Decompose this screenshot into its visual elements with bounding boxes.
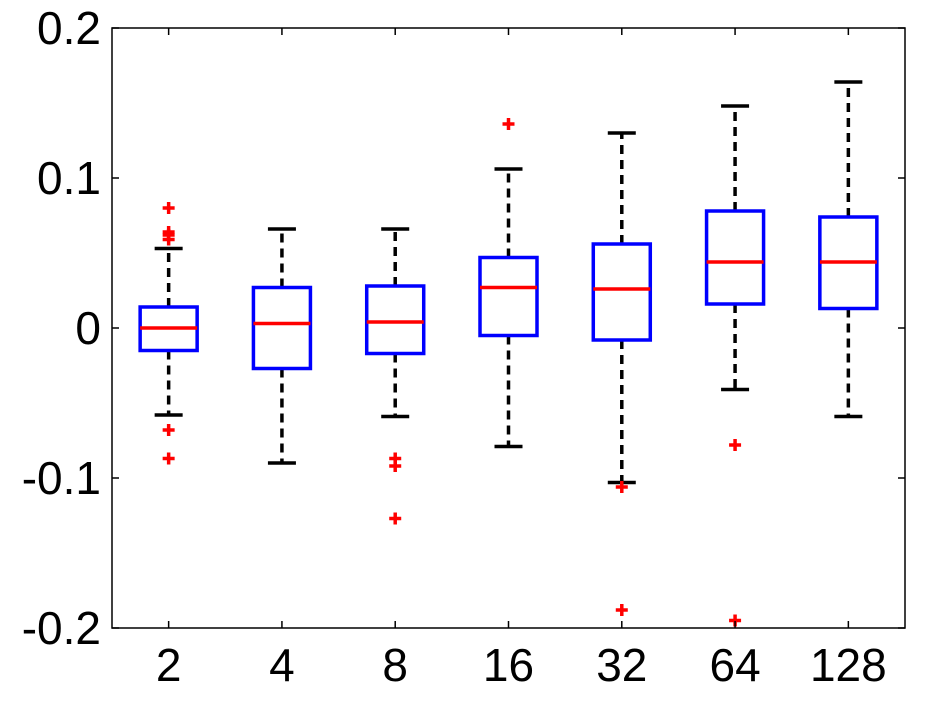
- box-4: [251, 227, 313, 465]
- box-16: [478, 118, 539, 449]
- interquartile-box: [251, 285, 313, 371]
- outlier-marker: [729, 439, 742, 451]
- interquartile-box: [364, 284, 426, 356]
- outlier-marker: [162, 233, 175, 246]
- x-tick-label: 4: [269, 639, 295, 691]
- y-tick-label: 0.2: [37, 2, 101, 54]
- box-64: [704, 104, 766, 627]
- box-32: [591, 131, 653, 616]
- y-tick-label: -0.2: [22, 602, 101, 654]
- interquartile-box: [591, 242, 653, 342]
- y-tick-label: 0.1: [37, 152, 101, 204]
- x-tick-label: 64: [709, 639, 760, 691]
- box-8: [364, 227, 426, 525]
- axes: 2 4 8 16 32 64 128 -0.2 -0.1 0 0.1 0.2: [22, 2, 905, 691]
- y-tick-label: 0: [75, 302, 101, 354]
- box-2: [138, 202, 199, 465]
- outlier-marker: [162, 202, 175, 214]
- interquartile-box: [478, 255, 539, 338]
- y-tick-label: -0.1: [22, 452, 101, 504]
- interquartile-box: [704, 209, 766, 306]
- x-tick-label: 8: [382, 639, 408, 691]
- outlier-marker: [162, 424, 175, 436]
- outlier-marker: [615, 604, 628, 616]
- outlier-marker: [389, 512, 402, 525]
- x-tick-label: 128: [810, 639, 887, 691]
- outlier-marker: [502, 118, 515, 130]
- x-tick-label: 2: [156, 639, 182, 691]
- outlier-marker: [389, 460, 402, 472]
- x-tick-label: 16: [483, 639, 534, 691]
- outlier-marker: [615, 481, 628, 493]
- box-128: [818, 80, 879, 419]
- outlier-marker: [162, 452, 175, 465]
- x-tick-label: 32: [596, 639, 647, 691]
- plot-marks: [138, 80, 879, 627]
